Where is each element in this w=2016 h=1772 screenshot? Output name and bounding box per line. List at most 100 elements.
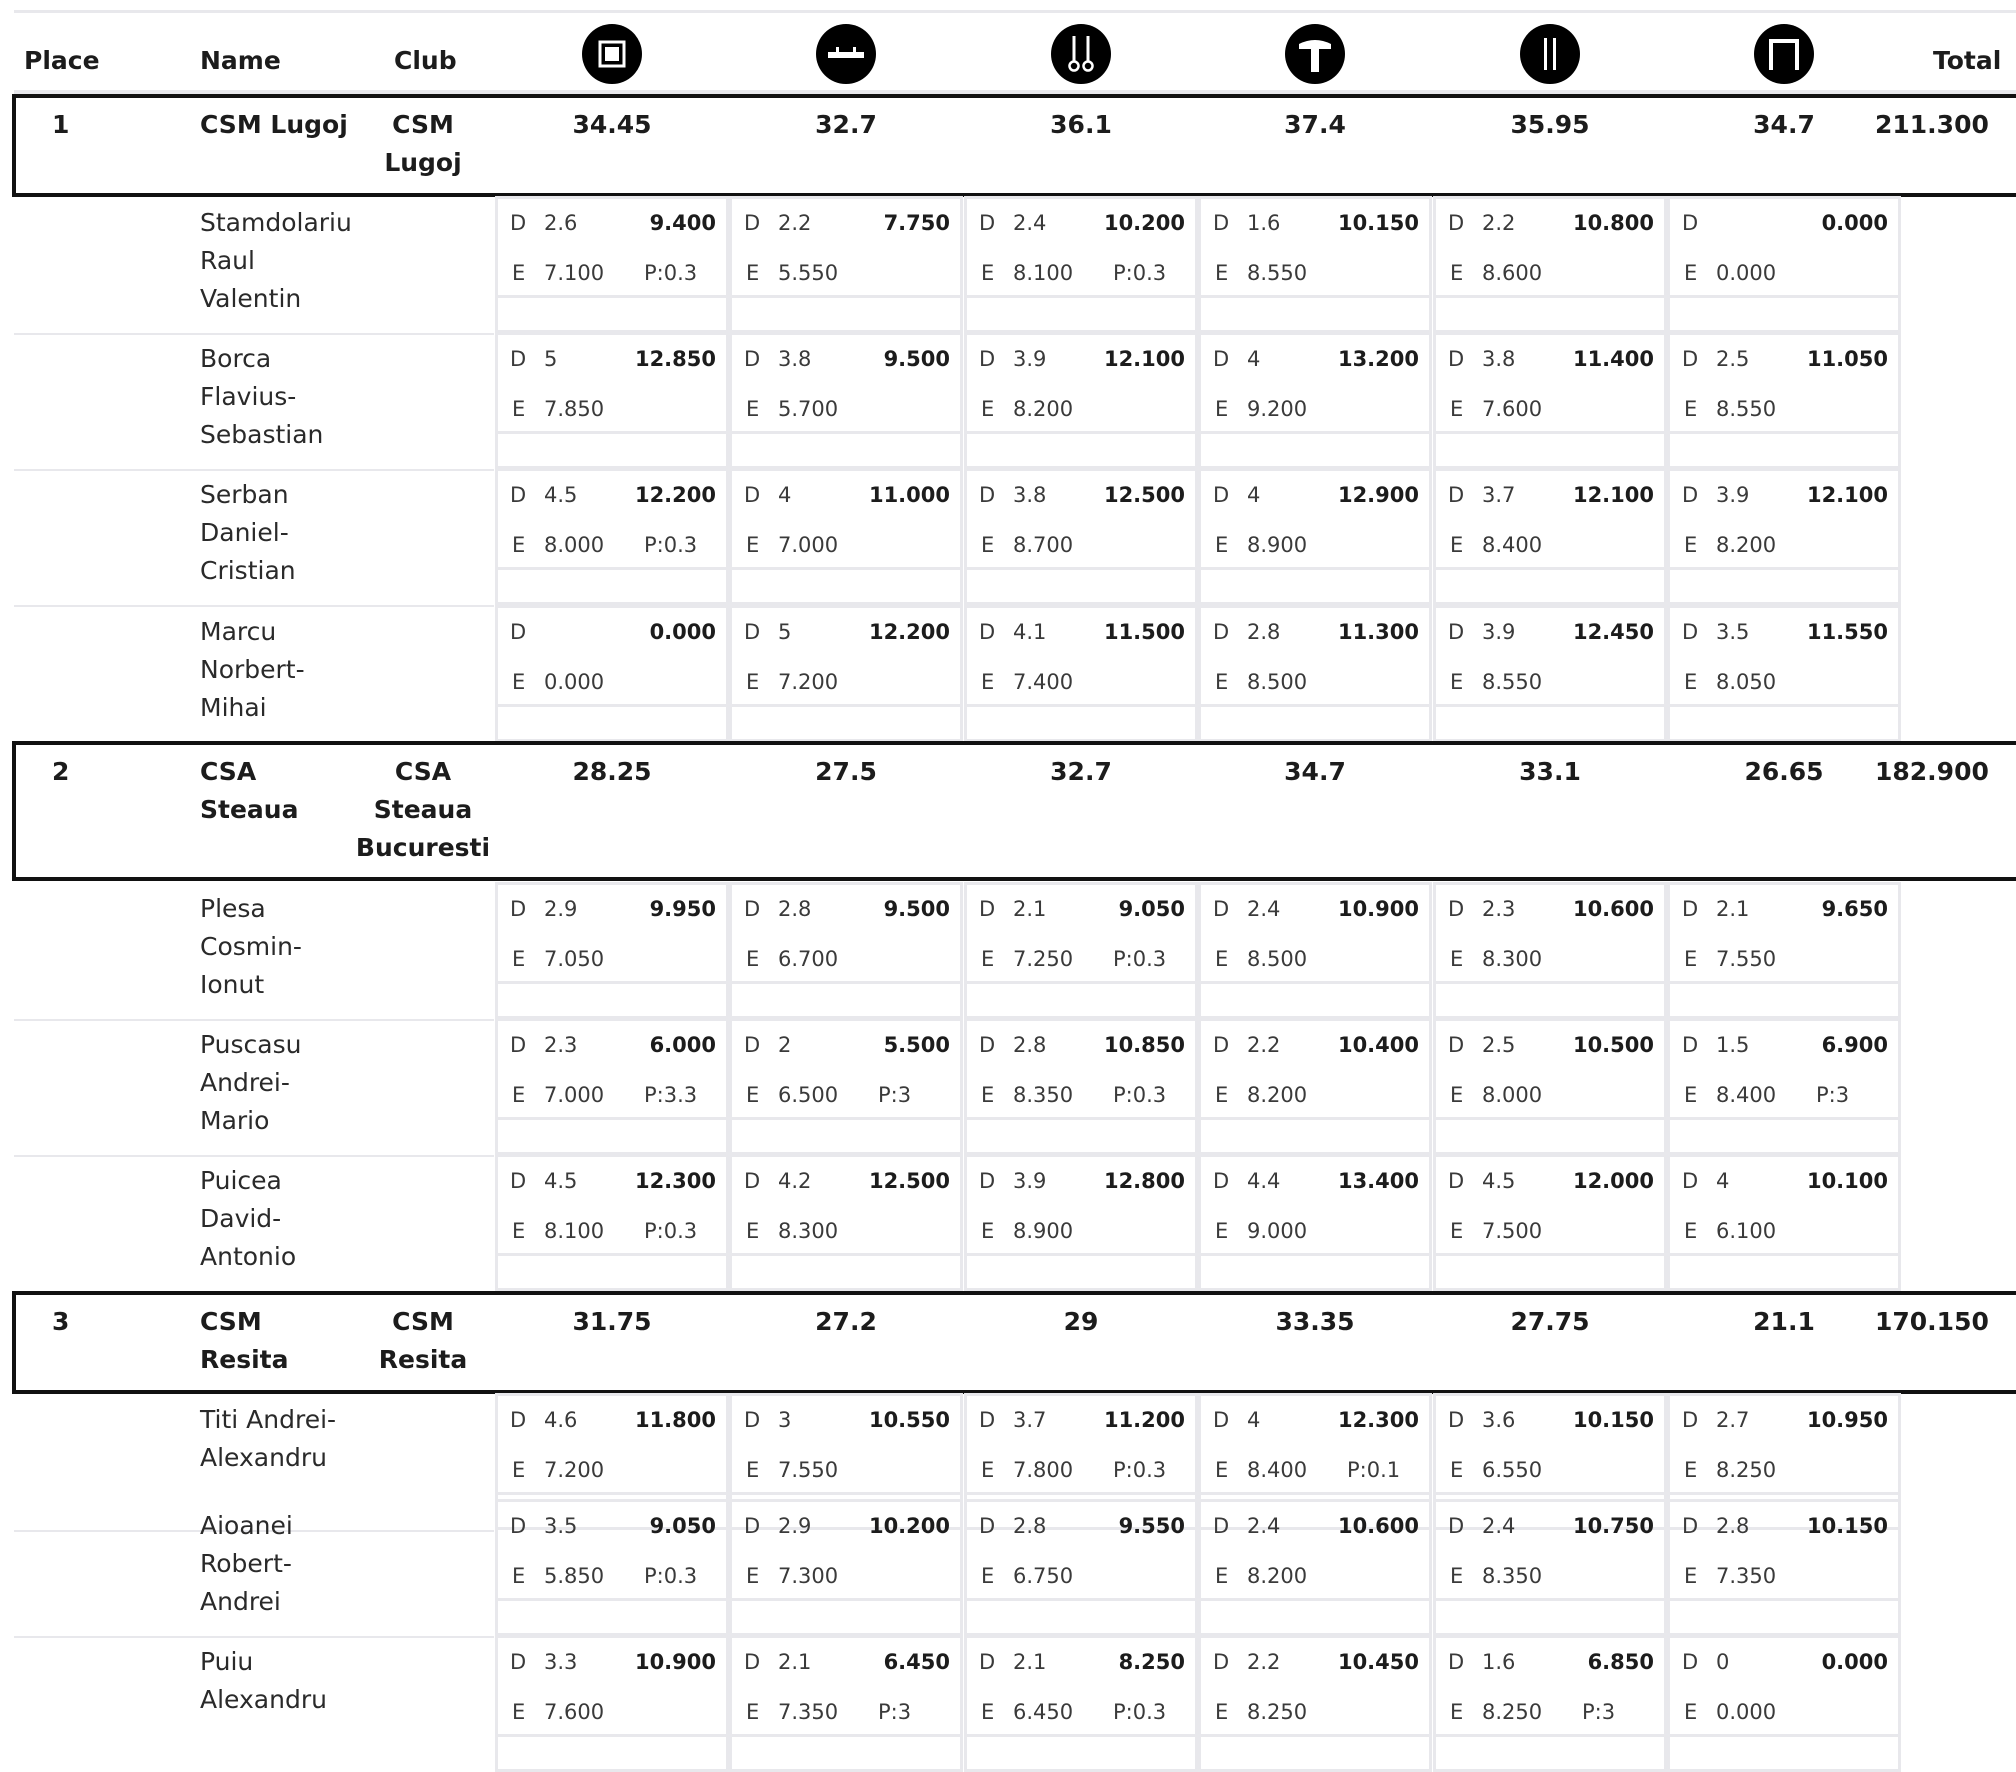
e-label: E xyxy=(1215,1083,1229,1107)
team-apparatus-score: 21.1 xyxy=(1753,1307,1815,1336)
row-separator xyxy=(14,469,494,471)
d-label: D xyxy=(1448,347,1465,371)
d-value: 2.1 xyxy=(1013,897,1047,921)
d-value: 5 xyxy=(544,347,558,371)
score-cell: D 3.6 10.150 E 6.550 xyxy=(1433,1393,1667,1530)
e-label: E xyxy=(1215,1700,1229,1724)
final-score: 11.550 xyxy=(1806,620,1888,644)
d-label: D xyxy=(510,1169,527,1193)
score-cell: D 3.9 12.100 E 8.200 xyxy=(964,332,1198,469)
team-name-line: Steaua xyxy=(200,795,299,824)
e-value: 8.200 xyxy=(1247,1564,1308,1588)
score-cell: D 3.8 11.400 E 7.600 xyxy=(1433,332,1667,469)
e-label: E xyxy=(981,947,995,971)
gymnast-name-line: Norbert- xyxy=(200,655,305,684)
final-score: 6.850 xyxy=(1587,1650,1654,1674)
cell-divider xyxy=(732,431,960,434)
final-score: 6.000 xyxy=(649,1033,716,1057)
e-label: E xyxy=(1450,947,1464,971)
d-value: 3.7 xyxy=(1013,1408,1047,1432)
e-label: E xyxy=(1684,397,1698,421)
d-label: D xyxy=(510,347,527,371)
e-label: E xyxy=(1450,397,1464,421)
d-value: 3.8 xyxy=(1013,483,1047,507)
score-cell: D 3.5 11.550 E 8.050 xyxy=(1667,605,1901,742)
d-label: D xyxy=(510,897,527,921)
header-rule xyxy=(14,90,2016,94)
e-value: 5.850 xyxy=(544,1564,605,1588)
score-cell: D 2.3 6.000 E 7.000 P:3.3 xyxy=(495,1018,729,1155)
d-label: D xyxy=(1682,1408,1699,1432)
e-label: E xyxy=(1684,1083,1698,1107)
score-cell: D 2.3 10.600 E 8.300 xyxy=(1433,882,1667,1019)
e-label: E xyxy=(1684,1564,1698,1588)
cell-divider xyxy=(498,981,726,984)
d-value: 2.8 xyxy=(1716,1514,1750,1538)
final-score: 10.450 xyxy=(1337,1650,1419,1674)
d-label: D xyxy=(1213,620,1230,644)
team-row[interactable] xyxy=(12,741,2016,881)
d-label: D xyxy=(1213,897,1230,921)
d-value: 3.5 xyxy=(1716,620,1750,644)
d-value: 2.4 xyxy=(1013,211,1047,235)
d-label: D xyxy=(744,211,761,235)
d-label: D xyxy=(979,1169,996,1193)
e-label: E xyxy=(746,947,760,971)
e-label: E xyxy=(981,1700,995,1724)
d-label: D xyxy=(1682,347,1699,371)
gymnast-name-line: Robert- xyxy=(200,1549,292,1578)
e-label: E xyxy=(1450,1219,1464,1243)
d-label: D xyxy=(744,1169,761,1193)
final-score: 10.500 xyxy=(1572,1033,1654,1057)
team-place: 1 xyxy=(52,110,70,139)
d-value: 3.7 xyxy=(1482,483,1516,507)
cell-divider xyxy=(1436,1598,1664,1601)
d-value: 3.5 xyxy=(544,1514,578,1538)
team-row[interactable] xyxy=(12,1291,2016,1394)
score-cell: D 4.5 12.200 E 8.000 P:0.3 xyxy=(495,468,729,605)
d-value: 5 xyxy=(778,620,792,644)
cell-divider xyxy=(1436,431,1664,434)
e-value: 6.100 xyxy=(1716,1219,1777,1243)
d-value: 2.4 xyxy=(1247,1514,1281,1538)
score-cell: D 2 5.500 E 6.500 P:3 xyxy=(729,1018,963,1155)
d-label: D xyxy=(1448,1408,1465,1432)
d-label: D xyxy=(510,1033,527,1057)
score-cell: D 2.1 8.250 E 6.450 P:0.3 xyxy=(964,1635,1198,1772)
e-value: 0.000 xyxy=(544,670,605,694)
score-cell: D 3.9 12.100 E 8.200 xyxy=(1667,468,1901,605)
e-label: E xyxy=(1450,261,1464,285)
d-value: 2.8 xyxy=(1013,1033,1047,1057)
d-label: D xyxy=(1448,1650,1465,1674)
gymnast-name-line: Marcu xyxy=(200,617,277,646)
score-cell: D 3.5 9.050 E 5.850 P:0.3 xyxy=(495,1499,729,1636)
score-cell: D 3 10.550 E 7.550 xyxy=(729,1393,963,1530)
d-value: 4.2 xyxy=(778,1169,812,1193)
e-value: 7.350 xyxy=(1716,1564,1777,1588)
e-value: 7.800 xyxy=(1013,1458,1074,1482)
final-score: 9.950 xyxy=(649,897,716,921)
gymnast-name-line: Mario xyxy=(200,1106,270,1135)
score-cell: D 4 13.200 E 9.200 xyxy=(1198,332,1432,469)
e-value: 6.750 xyxy=(1013,1564,1074,1588)
gymnast-name: Titi Andrei- Alexandru xyxy=(200,1401,390,1477)
e-label: E xyxy=(512,670,526,694)
e-label: E xyxy=(1450,1458,1464,1482)
team-name-line: Resita xyxy=(200,1345,289,1374)
d-label: D xyxy=(1682,1033,1699,1057)
final-score: 10.900 xyxy=(1337,897,1419,921)
team-apparatus-score: 31.75 xyxy=(572,1307,652,1336)
e-label: E xyxy=(1450,1083,1464,1107)
final-score: 7.750 xyxy=(883,211,950,235)
cell-divider xyxy=(1670,1117,1898,1120)
team-club-line: CSA xyxy=(394,757,452,786)
gymnast-name-line: Andrei- xyxy=(200,1068,290,1097)
penalty: P:0.3 xyxy=(1113,947,1167,971)
cell-divider xyxy=(1436,981,1664,984)
final-score: 13.200 xyxy=(1337,347,1419,371)
score-cell: D 3.8 12.500 E 8.700 xyxy=(964,468,1198,605)
e-value: 7.000 xyxy=(778,533,839,557)
team-row[interactable] xyxy=(12,94,2016,197)
e-label: E xyxy=(981,1564,995,1588)
e-value: 0.000 xyxy=(1716,261,1777,285)
